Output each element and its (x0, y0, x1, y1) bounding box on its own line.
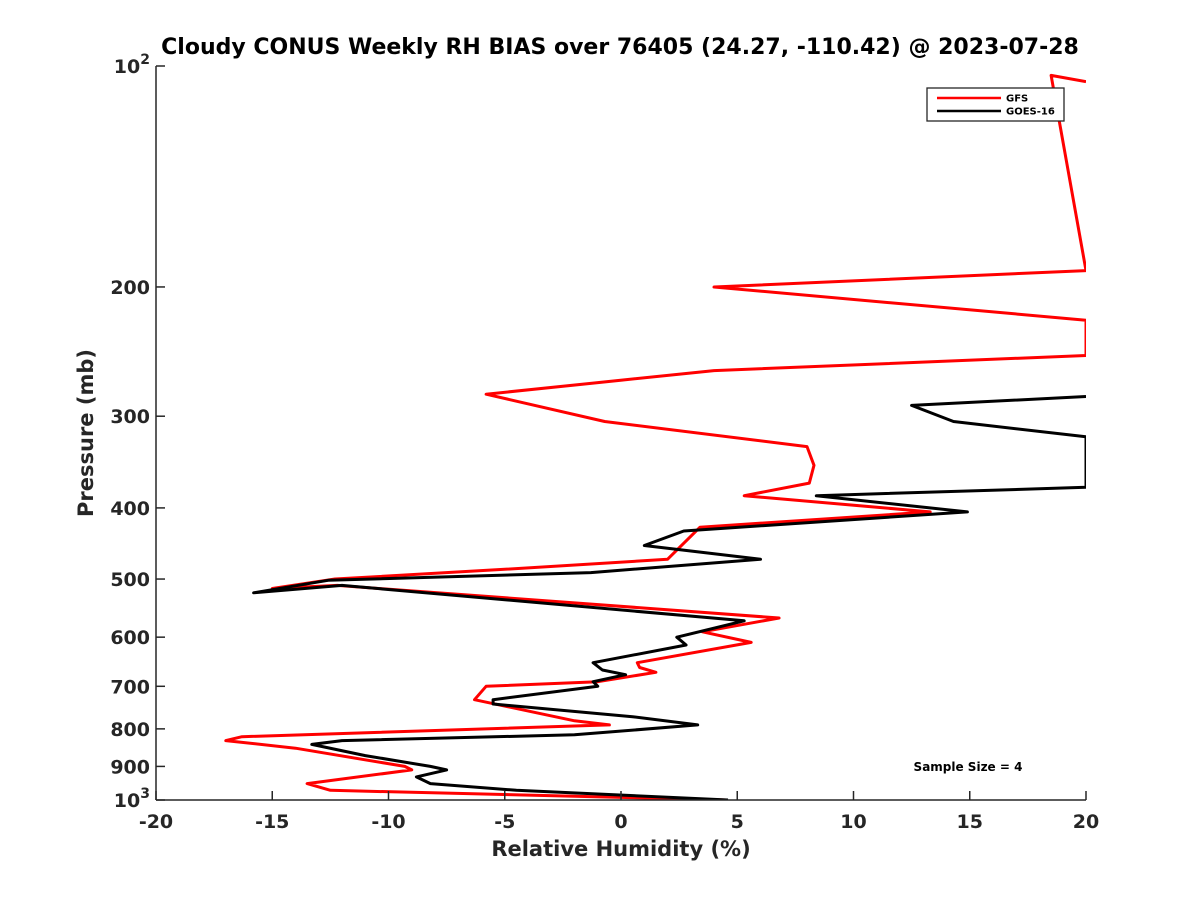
x-tick-label: 10 (840, 811, 866, 833)
y-tick-label: 500 (110, 569, 150, 591)
y-ticks: 102 200 300 400 500 600 700 800 900 103 (110, 52, 165, 812)
legend-label-goes16: GOES-16 (1006, 107, 1055, 118)
y-tick-label: 400 (110, 498, 150, 520)
x-axis-label: Relative Humidity (%) (491, 837, 750, 861)
y-tick-label: 700 (110, 676, 150, 698)
legend-label-gfs: GFS (1006, 94, 1028, 105)
x-tick-label: 5 (731, 811, 744, 833)
legend: GFS GOES-16 (926, 87, 1065, 122)
chart-title: Cloudy CONUS Weekly RH BIAS over 76405 (… (161, 35, 1079, 60)
legend-box (926, 87, 1065, 122)
y-tick-label: 102 (114, 52, 150, 78)
x-ticks: -20 -15 -10 -5 0 5 10 15 20 (139, 791, 1099, 833)
x-tick-label: -5 (494, 811, 515, 833)
y-tick-label: 800 (110, 719, 150, 741)
x-tick-label: 15 (957, 811, 983, 833)
x-tick-label: -15 (255, 811, 289, 833)
x-tick-label: -10 (371, 811, 405, 833)
x-tick-label: 20 (1073, 811, 1099, 833)
sample-size-annotation: Sample Size = 4 (914, 760, 1023, 774)
y-tick-label: 200 (110, 277, 150, 299)
y-tick-label: 300 (110, 406, 150, 428)
y-tick-label: 900 (110, 756, 150, 778)
plot-area (224, 73, 1086, 800)
axes (155, 66, 1086, 801)
y-tick-label: 600 (110, 627, 150, 649)
x-tick-label: 0 (614, 811, 627, 833)
y-axis-label: Pressure (mb) (74, 349, 98, 517)
series-line-gfs (224, 73, 1086, 800)
y-tick-label: 103 (114, 786, 150, 812)
x-tick-label: -20 (139, 811, 173, 833)
series-line-goes16 (252, 395, 1086, 800)
